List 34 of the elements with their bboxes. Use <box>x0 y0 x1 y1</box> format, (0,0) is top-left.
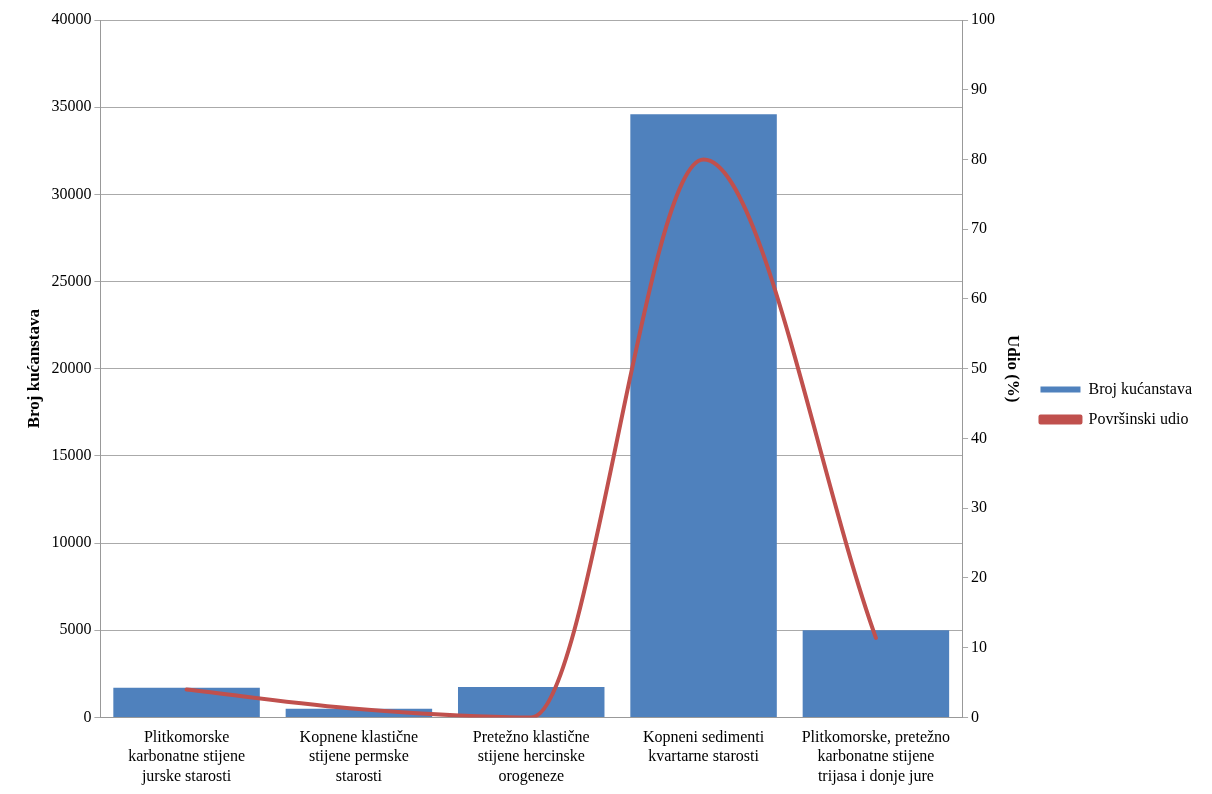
x-tick-label: Pretežno klastične stijene hercinske orogeneze <box>472 728 590 785</box>
y-tick-label: 20000 <box>51 358 92 376</box>
y-tick-label: 0 <box>83 707 92 725</box>
y-tick-label: 35000 <box>51 97 92 115</box>
y-tick-label: 10000 <box>51 533 92 551</box>
y2-tick-label: 100 <box>971 10 996 28</box>
y-tick-label: 40000 <box>51 10 92 28</box>
y2-tick-label: 60 <box>971 289 988 307</box>
y-tick-label: 30000 <box>51 184 92 202</box>
bar <box>113 687 260 717</box>
legend-label: Broj kućanstava <box>1088 379 1193 398</box>
y2-tick-label: 20 <box>971 568 988 586</box>
y-tick-label: 25000 <box>51 271 92 289</box>
y-tick-label: 5000 <box>59 620 92 638</box>
bar <box>802 630 950 717</box>
y-tick-label: 15000 <box>51 446 92 464</box>
y2-tick-label: 40 <box>971 428 988 446</box>
x-tick-label: Kopnene klastične stijene permske starosti <box>299 728 419 784</box>
x-tick-label: Kopneni sedimenti kvartarne starosti <box>642 728 765 765</box>
y2-tick-label: 0 <box>971 707 980 725</box>
x-tick-label: Plitkomorske karbonatne stijene jurske starosti <box>128 728 245 785</box>
y2-tick-label: 30 <box>971 498 988 516</box>
y2-axis-title: Udio (%) <box>1003 334 1023 403</box>
line-series <box>184 157 878 718</box>
y2-tick-label: 70 <box>971 219 988 237</box>
bar <box>630 114 777 717</box>
y2-tick-label: 80 <box>971 149 988 167</box>
x-tick-label: Plitkomorske, pretežno karbonatne stijene trijasa i donje jure <box>801 728 951 785</box>
y2-tick-label: 10 <box>971 637 988 655</box>
y-axis-title: Broj kućanstava <box>23 308 43 429</box>
legend-label: Površinski udio <box>1088 409 1189 427</box>
y2-tick-label: 50 <box>971 358 988 376</box>
bar <box>458 686 605 717</box>
y2-tick-label: 90 <box>971 79 988 97</box>
